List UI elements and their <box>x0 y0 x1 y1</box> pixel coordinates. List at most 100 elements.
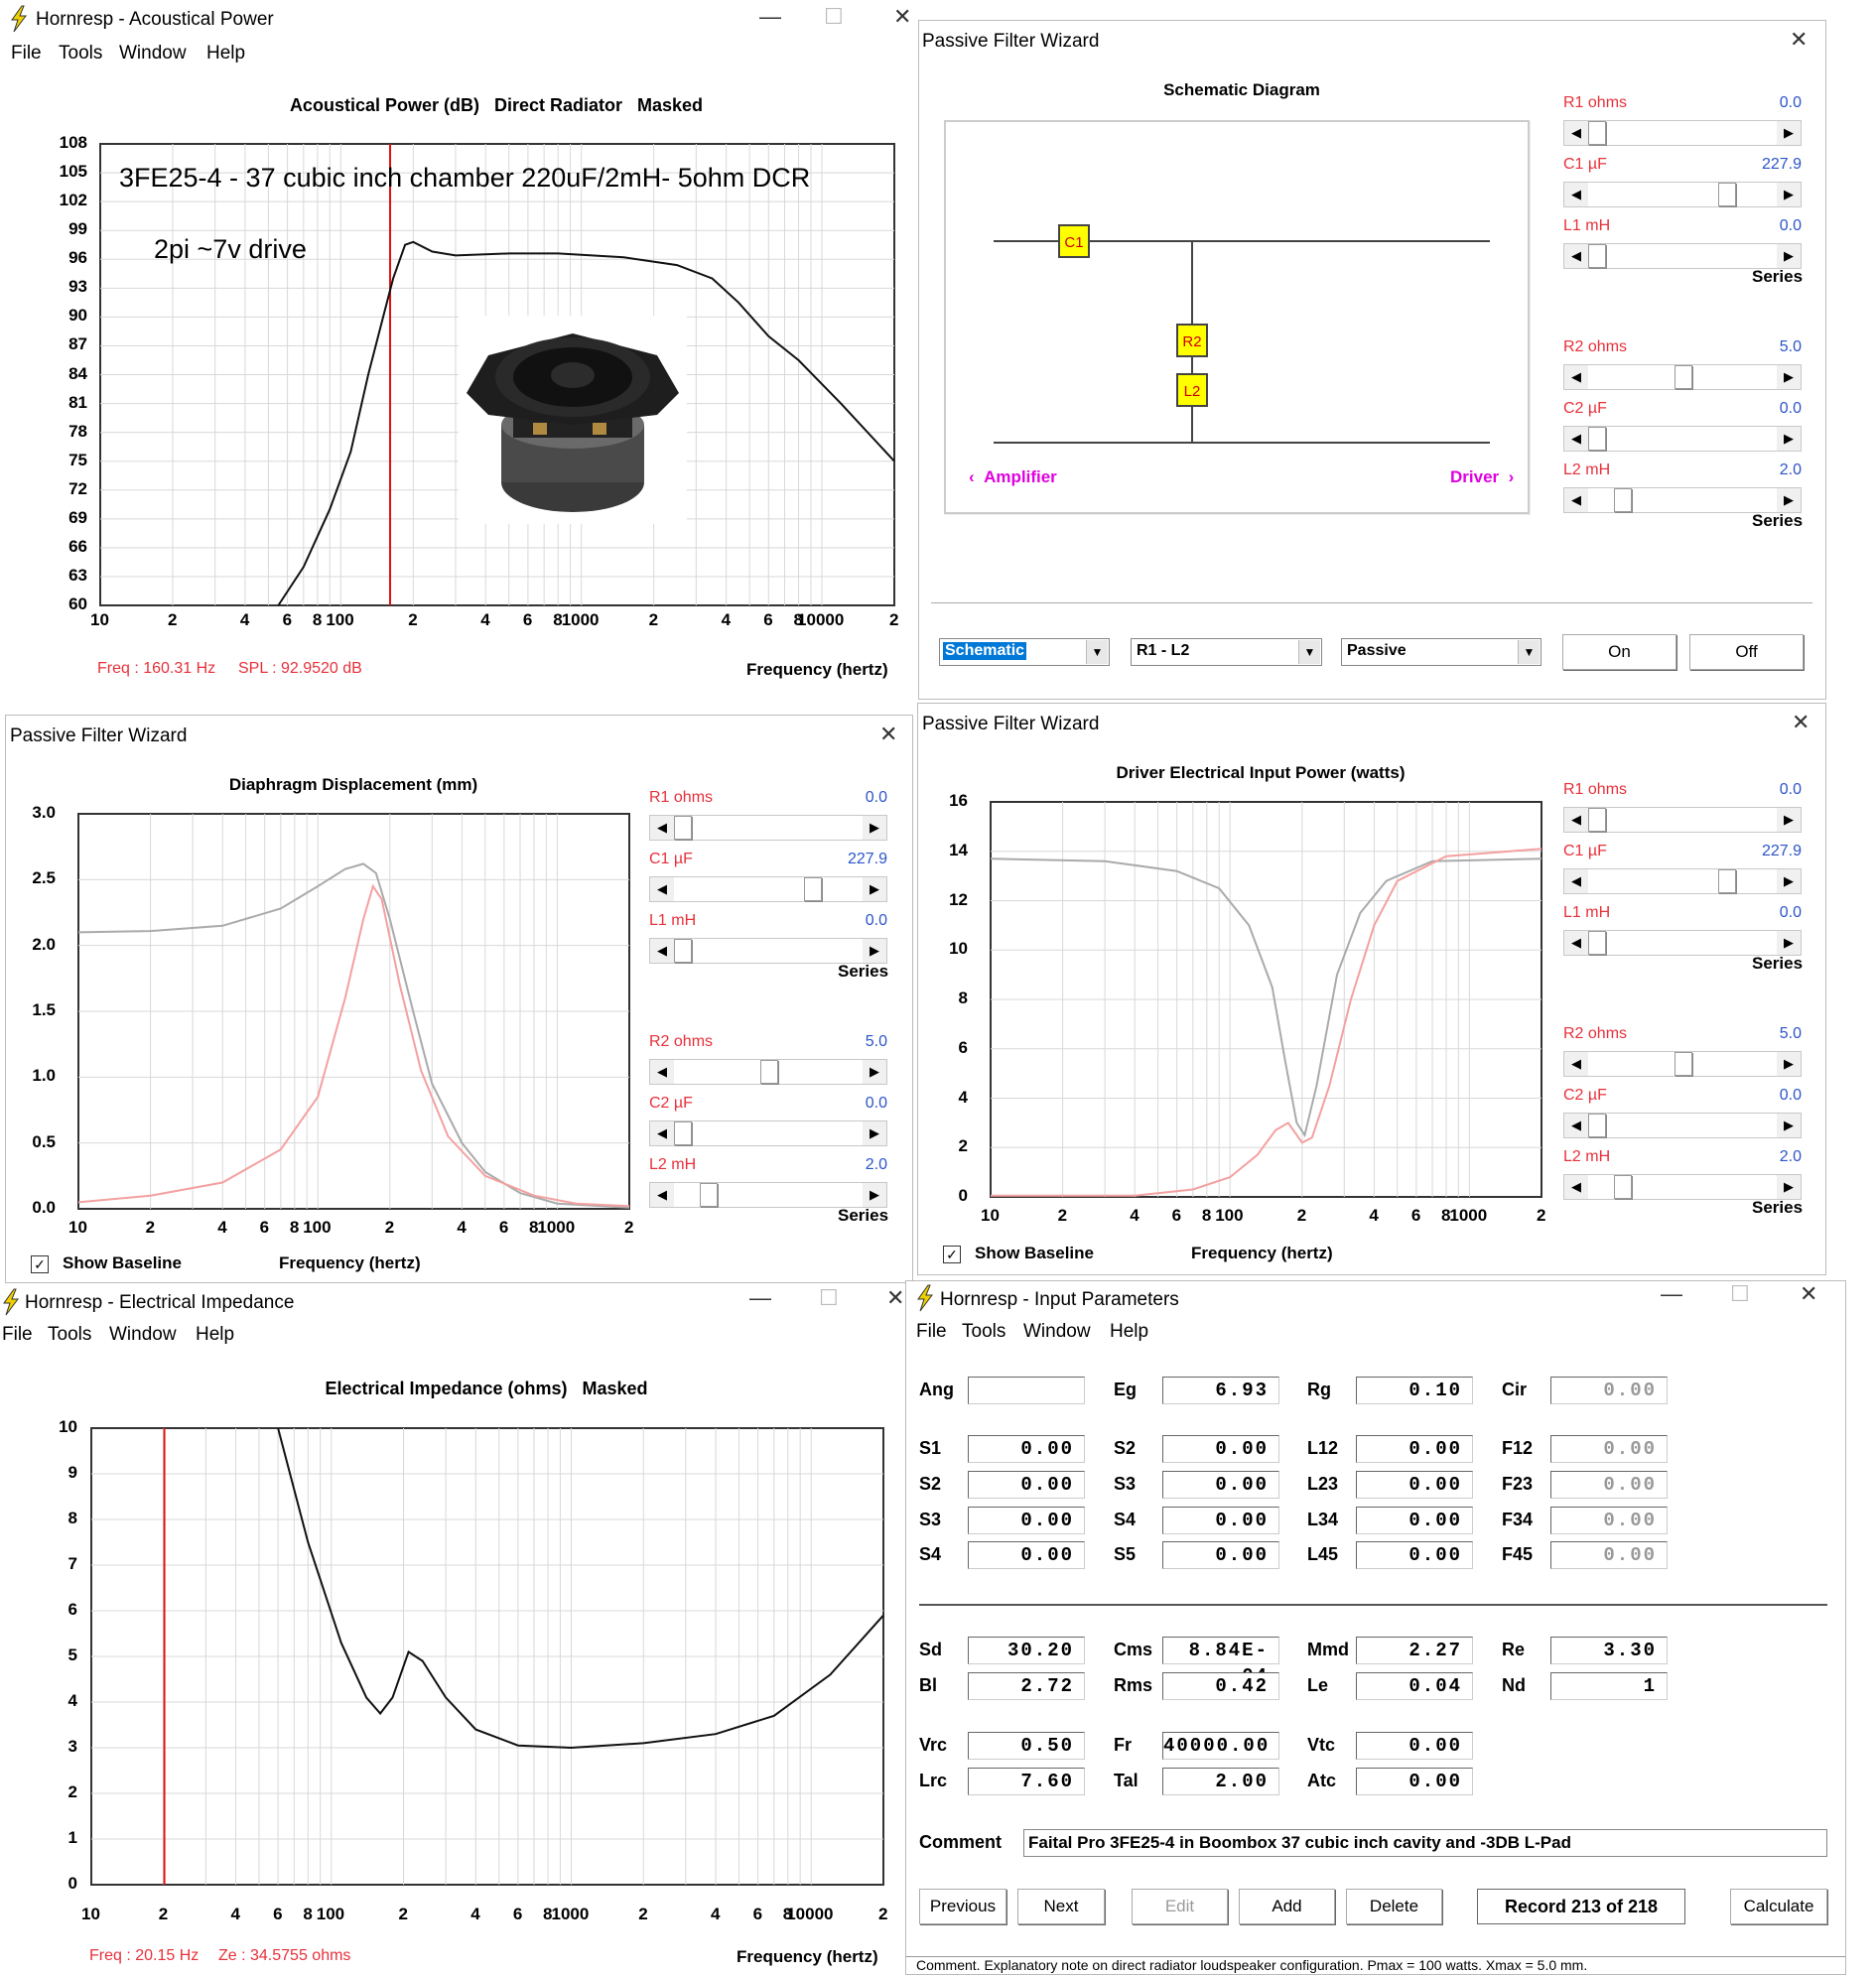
param-slider[interactable]: ◀ ▶ <box>1563 426 1802 452</box>
arrow-left-icon[interactable]: ◀ <box>1564 1052 1588 1076</box>
slider-thumb[interactable] <box>1588 121 1606 145</box>
comment-field[interactable]: Faital Pro 3FE25-4 in Boombox 37 cubic i… <box>1023 1829 1827 1857</box>
menu-tools[interactable]: Tools <box>48 1324 92 1345</box>
param-field[interactable]: 0.00 <box>1550 1471 1668 1499</box>
arrow-right-icon[interactable]: ▶ <box>1777 808 1801 832</box>
chevron-down-icon[interactable]: ▼ <box>1298 640 1320 664</box>
param-field[interactable]: 2.72 <box>968 1672 1085 1700</box>
arrow-left-icon[interactable]: ◀ <box>650 877 674 901</box>
arrow-right-icon[interactable]: ▶ <box>1777 244 1801 268</box>
param-field[interactable]: 0.42 <box>1162 1672 1279 1700</box>
menu-window[interactable]: Window <box>1023 1321 1091 1342</box>
arrow-right-icon[interactable]: ▶ <box>863 939 886 963</box>
arrow-right-icon[interactable]: ▶ <box>1777 121 1801 145</box>
param-field[interactable]: 0.00 <box>1162 1507 1279 1534</box>
slider-thumb[interactable] <box>1588 427 1606 451</box>
arrow-right-icon[interactable]: ▶ <box>863 816 886 840</box>
menu-file[interactable]: File <box>2 1324 33 1345</box>
show-baseline-label[interactable]: Show Baseline <box>63 1253 182 1272</box>
arrow-right-icon[interactable]: ▶ <box>863 1121 886 1145</box>
show-baseline-label[interactable]: Show Baseline <box>975 1244 1094 1262</box>
arrow-right-icon[interactable]: ▶ <box>1777 1175 1801 1199</box>
param-field[interactable]: 0.00 <box>1550 1507 1668 1534</box>
close-button[interactable]: ✕ <box>886 1285 903 1310</box>
arrow-right-icon[interactable]: ▶ <box>1777 365 1801 389</box>
arrow-left-icon[interactable]: ◀ <box>650 1183 674 1207</box>
close-button[interactable]: ✕ <box>1800 1281 1818 1306</box>
arrow-left-icon[interactable]: ◀ <box>1564 1114 1588 1137</box>
slider-thumb[interactable] <box>1675 365 1692 389</box>
next-button[interactable]: Next <box>1017 1889 1105 1924</box>
delete-button[interactable]: Delete <box>1346 1889 1442 1924</box>
param-slider[interactable]: ◀ ▶ <box>649 1120 887 1146</box>
slider-thumb[interactable] <box>1717 869 1736 893</box>
slider-thumb[interactable] <box>760 1060 778 1084</box>
chevron-down-icon[interactable]: ▼ <box>1086 640 1108 664</box>
arrow-left-icon[interactable]: ◀ <box>1564 488 1588 512</box>
menu-help[interactable]: Help <box>206 43 246 64</box>
arrow-left-icon[interactable]: ◀ <box>650 1060 674 1084</box>
menu-tools[interactable]: Tools <box>59 43 103 64</box>
range-dropdown[interactable]: R1 - L2 ▼ <box>1131 638 1322 666</box>
arrow-left-icon[interactable]: ◀ <box>650 1121 674 1145</box>
param-slider[interactable]: ◀ ▶ <box>649 938 887 964</box>
param-slider[interactable]: ◀ ▶ <box>649 1182 887 1208</box>
param-slider[interactable]: ◀ ▶ <box>649 1059 887 1085</box>
minimize-button[interactable]: — <box>759 4 781 29</box>
arrow-right-icon[interactable]: ▶ <box>1777 427 1801 451</box>
arrow-left-icon[interactable]: ◀ <box>1564 244 1588 268</box>
slider-thumb[interactable] <box>1588 244 1606 268</box>
param-slider[interactable]: ◀ ▶ <box>1563 487 1802 513</box>
arrow-right-icon[interactable]: ▶ <box>863 877 886 901</box>
param-slider[interactable]: ◀ ▶ <box>1563 364 1802 390</box>
param-slider[interactable]: ◀ ▶ <box>1563 243 1802 269</box>
arrow-left-icon[interactable]: ◀ <box>1564 808 1588 832</box>
maximize-button[interactable]: ☐ <box>819 1285 839 1310</box>
arrow-right-icon[interactable]: ▶ <box>1777 183 1801 206</box>
param-field[interactable]: 2.27 <box>1356 1637 1473 1664</box>
param-field[interactable]: 0.00 <box>968 1471 1085 1499</box>
param-field[interactable]: 0.00 <box>1356 1507 1473 1534</box>
menu-help[interactable]: Help <box>196 1324 235 1345</box>
param-field[interactable]: 8.84E-04 <box>1162 1637 1279 1687</box>
arrow-right-icon[interactable]: ▶ <box>1777 1052 1801 1076</box>
param-field[interactable]: 3.30 <box>1550 1637 1668 1664</box>
menu-tools[interactable]: Tools <box>962 1321 1006 1342</box>
arrow-right-icon[interactable]: ▶ <box>1777 931 1801 955</box>
param-slider[interactable]: ◀ ▶ <box>1563 120 1802 146</box>
slider-thumb[interactable] <box>1675 1052 1692 1076</box>
close-button[interactable]: ✕ <box>879 722 898 746</box>
arrow-left-icon[interactable]: ◀ <box>1564 869 1588 893</box>
arrow-right-icon[interactable]: ▶ <box>863 1060 886 1084</box>
arrow-left-icon[interactable]: ◀ <box>1564 1175 1588 1199</box>
close-button[interactable]: ✕ <box>1792 710 1810 734</box>
param-field[interactable]: 40000.00 <box>1162 1732 1279 1760</box>
param-field[interactable]: 0.10 <box>1356 1377 1473 1404</box>
calculate-button[interactable]: Calculate <box>1730 1889 1827 1924</box>
view-dropdown[interactable]: Schematic ▼ <box>939 638 1110 666</box>
param-slider[interactable]: ◀ ▶ <box>1563 930 1802 956</box>
arrow-left-icon[interactable]: ◀ <box>1564 365 1588 389</box>
param-field[interactable]: 0.04 <box>1356 1672 1473 1700</box>
param-field[interactable]: 0.00 <box>1550 1435 1668 1463</box>
param-field[interactable]: 0.00 <box>1356 1435 1473 1463</box>
arrow-left-icon[interactable]: ◀ <box>650 816 674 840</box>
menu-help[interactable]: Help <box>1110 1321 1149 1342</box>
slider-thumb[interactable] <box>674 939 692 963</box>
param-field[interactable]: 0.00 <box>1356 1768 1473 1795</box>
param-slider[interactable]: ◀ ▶ <box>1563 1051 1802 1077</box>
param-field[interactable]: 6.93 <box>1162 1377 1279 1404</box>
slider-thumb[interactable] <box>803 877 822 901</box>
slider-thumb[interactable] <box>674 816 692 840</box>
chevron-down-icon[interactable]: ▼ <box>1518 640 1540 664</box>
param-field[interactable]: 0.00 <box>1162 1541 1279 1569</box>
edit-button[interactable]: Edit <box>1132 1889 1228 1924</box>
slider-thumb[interactable] <box>1588 931 1606 955</box>
param-field[interactable]: 0.00 <box>1550 1541 1668 1569</box>
param-field[interactable]: 0.00 <box>968 1541 1085 1569</box>
minimize-button[interactable]: — <box>1661 1281 1682 1306</box>
show-baseline-checkbox[interactable]: ✓ <box>31 1255 49 1273</box>
previous-button[interactable]: Previous <box>919 1889 1006 1924</box>
param-slider[interactable]: ◀ ▶ <box>649 876 887 902</box>
param-field[interactable]: 0.00 <box>968 1507 1085 1534</box>
